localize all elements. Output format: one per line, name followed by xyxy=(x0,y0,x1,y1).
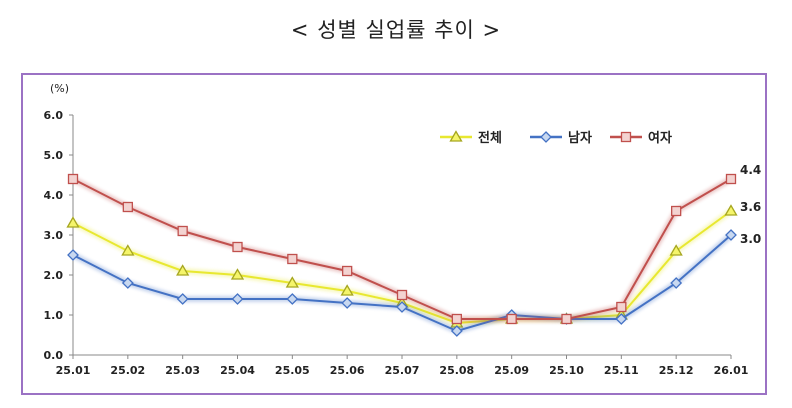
series-2 xyxy=(67,229,737,337)
legend-item: 남자 xyxy=(530,130,592,146)
y-tick-label: 4.0 xyxy=(44,189,64,202)
data-point xyxy=(121,244,135,256)
data-point xyxy=(616,301,627,313)
y-tick-label: 3.0 xyxy=(44,229,64,242)
data-point xyxy=(450,325,463,337)
legend-item: 여자 xyxy=(610,130,672,146)
data-point xyxy=(506,313,517,325)
data-point xyxy=(66,216,80,228)
series-group xyxy=(66,173,738,337)
x-tick-label: 25.04 xyxy=(220,364,255,377)
data-point xyxy=(67,249,79,261)
x-tick-label: 25.05 xyxy=(275,364,310,377)
data-point xyxy=(396,301,408,313)
data-point xyxy=(67,173,79,185)
data-point xyxy=(340,284,354,296)
data-point xyxy=(342,265,353,277)
legend-marker xyxy=(540,131,552,143)
data-point xyxy=(121,277,134,289)
y-tick-label: 1.0 xyxy=(44,309,64,322)
legend-label: 남자 xyxy=(568,130,592,146)
data-point xyxy=(341,297,354,309)
y-ticks: 0.0 1.0 2.0 3.0 4.0 5.0 6.0 xyxy=(44,109,73,362)
end-value-label: 3.6 xyxy=(740,200,761,214)
y-tick-label: 6.0 xyxy=(44,109,64,122)
data-point xyxy=(451,313,462,325)
chart-title: < 성별 실업률 추이 > xyxy=(290,18,502,42)
data-point xyxy=(725,173,737,185)
x-tick-label: 25.03 xyxy=(165,364,200,377)
legend-marker xyxy=(620,131,632,143)
data-point xyxy=(615,313,628,325)
x-tick-label: 25.02 xyxy=(110,364,145,377)
data-point xyxy=(724,204,738,216)
data-point xyxy=(232,241,243,253)
data-point xyxy=(286,293,299,305)
x-tick-label: 25.10 xyxy=(549,364,584,377)
chart-frame xyxy=(21,73,767,395)
legend-marker xyxy=(449,130,463,142)
x-tick-label: 25.01 xyxy=(56,364,91,377)
data-point xyxy=(231,293,244,305)
data-point xyxy=(670,277,683,289)
data-point xyxy=(285,276,299,288)
legend-item: 전체 xyxy=(440,130,502,146)
x-tick-label: 25.11 xyxy=(604,364,639,377)
data-point xyxy=(177,225,188,237)
legend-label: 여자 xyxy=(648,130,672,146)
x-tick-label: 25.06 xyxy=(330,364,365,377)
data-point xyxy=(396,289,408,301)
y-tick-label: 0.0 xyxy=(44,349,64,362)
data-point xyxy=(122,201,133,213)
x-tick-label: 25.09 xyxy=(494,364,529,377)
data-point xyxy=(671,205,682,217)
x-tick-label: 26.01 xyxy=(714,364,749,377)
data-point xyxy=(725,229,737,241)
series-3 xyxy=(67,173,737,325)
y-tick-label: 5.0 xyxy=(44,149,64,162)
end-labels: 4.4 3.6 3.0 xyxy=(740,163,761,246)
y-tick-label: 2.0 xyxy=(44,269,64,282)
x-tick-label: 25.08 xyxy=(439,364,474,377)
data-point xyxy=(176,293,189,305)
x-ticks: 25.01 25.02 25.03 25.04 25.05 25.06 25.07 25.08… xyxy=(56,355,749,377)
data-point xyxy=(287,253,298,265)
x-tick-label: 25.07 xyxy=(385,364,420,377)
data-point xyxy=(669,244,683,256)
y-axis-unit: (%) xyxy=(50,82,69,95)
end-value-label: 4.4 xyxy=(740,163,761,177)
data-point xyxy=(176,264,190,276)
data-point xyxy=(561,313,572,325)
legend-label: 전체 xyxy=(478,130,502,146)
x-tick-label: 25.12 xyxy=(659,364,694,377)
legend: 전체 남자 여자 xyxy=(440,130,672,146)
data-point xyxy=(230,268,245,280)
end-value-label: 3.0 xyxy=(740,232,761,246)
